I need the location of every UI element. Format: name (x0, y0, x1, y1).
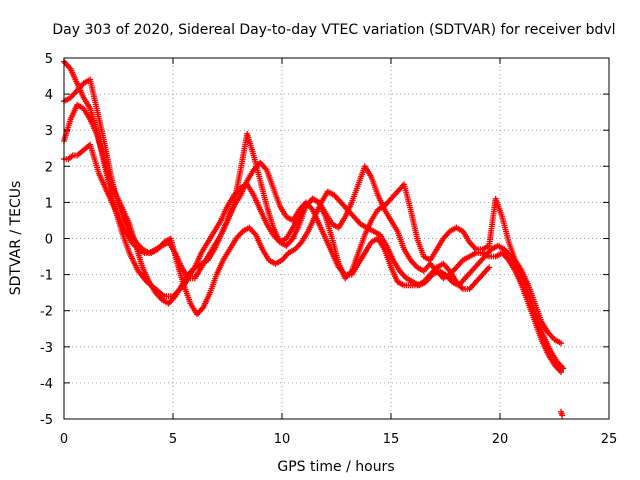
y-tick-label: 1 (45, 196, 53, 211)
x-tick-label: 25 (601, 432, 618, 447)
x-tick-label: 20 (492, 432, 509, 447)
x-tick-label: 5 (169, 432, 177, 447)
y-tick-label: -3 (40, 341, 53, 356)
x-axis-label: GPS time / hours (277, 459, 394, 475)
data-point (558, 340, 565, 347)
x-tick-label: 10 (274, 432, 291, 447)
y-tick-label: -4 (40, 377, 53, 392)
series-outliers (558, 408, 566, 419)
x-tick-label: 0 (60, 432, 68, 447)
data-points (61, 58, 567, 419)
y-tick-label: 4 (45, 88, 53, 103)
chart-title: Day 303 of 2020, Sidereal Day-to-day VTE… (52, 22, 615, 38)
data-point (559, 412, 566, 419)
series-track-d (61, 101, 493, 307)
y-axis-label: SDTVAR / TECUs (8, 181, 24, 296)
x-tick-label: 15 (383, 432, 400, 447)
y-tick-label: 3 (45, 124, 53, 139)
x-tick-labels: 0 5 10 15 20 25 (60, 432, 617, 447)
y-tick-label: -2 (40, 305, 53, 320)
grid (64, 58, 609, 419)
y-tick-label: 2 (45, 160, 53, 175)
y-tick-label: 0 (45, 233, 53, 248)
y-tick-label: -1 (40, 269, 53, 284)
series-track-c (61, 76, 565, 347)
y-tick-labels: -5 -4 -3 -2 -1 0 1 2 3 4 5 (40, 52, 53, 428)
data-point (560, 365, 567, 372)
data-point (486, 264, 493, 271)
y-tick-label: -5 (40, 413, 53, 428)
plot-frame (63, 57, 610, 420)
data-point (558, 369, 565, 376)
y-tick-label: 5 (45, 52, 53, 67)
